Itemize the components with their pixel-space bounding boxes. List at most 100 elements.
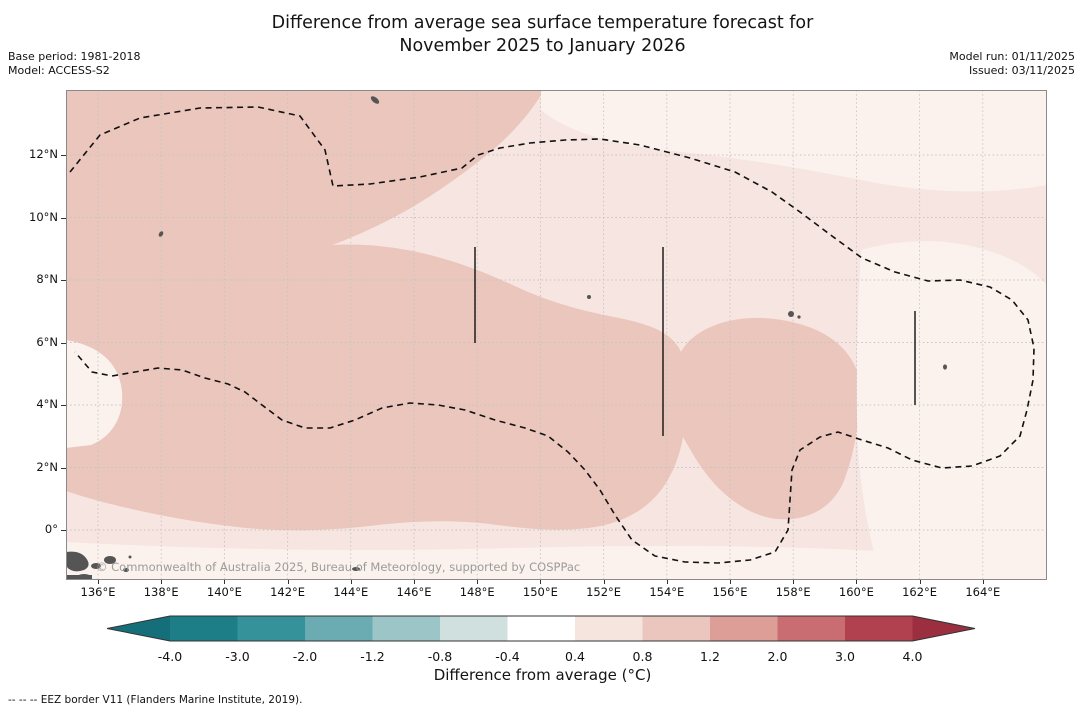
x-tick-label: 136°E	[80, 585, 116, 599]
x-tick-label: 158°E	[775, 585, 811, 599]
neutral-region-west-notch	[66, 340, 123, 448]
x-tick-mark	[730, 580, 731, 584]
model-run-label: Model run: 01/11/2025	[949, 50, 1075, 63]
y-tick-label: 8°N	[36, 272, 58, 286]
colorbar-tick-label: 3.0	[835, 649, 855, 664]
island-landmass	[128, 555, 132, 559]
sst-anomaly-map: © Commonwealth of Australia 2025, Bureau…	[66, 90, 1047, 580]
y-tick-mark	[61, 280, 66, 281]
colorbar: -4.0 -3.0 -2.0 -1.2 -0.8 -0.4 0.4 0.8 1.2 2.0 3.0 4…	[106, 615, 976, 664]
eez-segment-lines	[474, 247, 916, 436]
x-tick-mark	[477, 580, 479, 584]
y-tick-label: 10°N	[29, 209, 58, 224]
y-tick-label: 2°N	[36, 459, 58, 474]
x-tick-label: 154°E	[649, 585, 685, 599]
x-tick-mark	[287, 580, 289, 584]
map-plot-area: © Commonwealth of Australia 2025, Bureau…	[66, 90, 1047, 580]
neutral-region-east	[856, 241, 1047, 560]
x-tick-label: 148°E	[459, 585, 495, 599]
colorbar-segment	[845, 616, 913, 641]
colorbar-tick-label: -0.4	[495, 649, 519, 664]
y-tick-mark	[61, 530, 66, 531]
colorbar-segment	[507, 616, 576, 641]
x-tick-mark	[856, 580, 858, 584]
colorbar-tick-label: 0.8	[633, 649, 653, 664]
neutral-region-top	[541, 90, 1047, 192]
colorbar-segment	[710, 616, 778, 641]
y-tick-label: 0°	[44, 522, 58, 536]
colorbar-tick-label: -0.8	[428, 649, 452, 664]
y-tick-mark	[61, 155, 66, 156]
colorbar-segment	[305, 616, 373, 641]
x-tick-label: 160°E	[838, 585, 874, 599]
x-tick-label: 162°E	[902, 585, 938, 599]
colorbar-tick-label: -3.0	[225, 649, 249, 664]
y-tick-mark	[61, 405, 66, 406]
colorbar-segment	[440, 616, 508, 641]
chart-title: Difference from average sea surface temp…	[0, 12, 1085, 58]
header-right-notes: Model run: 01/11/2025 Issued: 03/11/2025	[949, 50, 1075, 78]
neutral-region-bottom	[66, 542, 1047, 580]
x-tick-label: 150°E	[522, 585, 558, 599]
x-tick-label: 140°E	[206, 585, 242, 599]
colorbar-segment	[170, 616, 238, 641]
island-landmass	[66, 551, 89, 572]
issued-label: Issued: 03/11/2025	[968, 64, 1075, 77]
colorbar-tick-label: -1.2	[360, 649, 384, 664]
colorbar-segment	[575, 616, 643, 641]
island-landmass	[104, 556, 116, 564]
colorbar-outline	[106, 615, 976, 642]
x-tick-mark	[793, 580, 795, 584]
warm-anomaly-region	[66, 90, 861, 531]
y-tick-label: 4°N	[36, 397, 58, 411]
chart-title-line1: Difference from average sea surface temp…	[271, 13, 814, 33]
y-tick-mark	[61, 467, 66, 469]
header-left-notes: Base period: 1981-2018 Model: ACCESS-S2	[8, 50, 140, 78]
colorbar-tick-label: 4.0	[903, 649, 923, 664]
island-landmass	[370, 96, 380, 104]
island-landmass	[797, 315, 801, 319]
island-landmass	[158, 231, 164, 237]
x-tick-mark	[666, 580, 668, 584]
island-landmass	[352, 567, 360, 571]
colorbar-tick-label: -4.0	[158, 649, 182, 664]
eez-border-dashed-line	[69, 106, 1035, 564]
colorbar-segment	[777, 616, 846, 641]
colorbar-caption: Difference from average (°C)	[433, 666, 652, 684]
x-tick-label: 138°E	[143, 585, 179, 599]
colorbar-tick-label: 0.4	[565, 649, 585, 664]
y-tick-label: 12°N	[29, 147, 58, 161]
x-tick-mark	[98, 580, 99, 584]
x-tick-mark	[919, 580, 921, 584]
x-tick-label: 156°E	[712, 585, 748, 599]
x-tick-mark	[414, 580, 415, 584]
colorbar-segment	[237, 616, 306, 641]
island-landmass	[91, 563, 101, 569]
y-tick-mark	[61, 217, 66, 219]
island-landmass	[123, 568, 129, 572]
island-landmass	[788, 311, 794, 317]
x-tick-label: 164°E	[965, 585, 1001, 599]
x-tick-label: 142°E	[270, 585, 306, 599]
colorbar-segment	[642, 616, 711, 641]
x-tick-mark	[161, 580, 163, 584]
x-tick-mark	[224, 580, 226, 584]
x-tick-mark	[603, 580, 605, 584]
x-tick-mark	[540, 580, 542, 584]
x-tick-mark	[982, 580, 984, 584]
base-period-label: Base period: 1981-2018	[8, 50, 141, 63]
colorbar-tick-label: 1.2	[700, 649, 720, 664]
colorbar-segment	[372, 616, 441, 641]
colorbar-tick-label: -2.0	[293, 649, 317, 664]
colorbar-tick-label: 2.0	[768, 649, 788, 664]
model-label: Model: ACCESS-S2	[8, 64, 110, 77]
x-tick-label: 146°E	[396, 585, 432, 599]
colorbar-left-arrow	[107, 616, 170, 641]
x-tick-label: 144°E	[333, 585, 369, 599]
chart-title-line2: November 2025 to January 2026	[399, 36, 686, 56]
colorbar-right-arrow	[912, 616, 975, 641]
x-tick-label: 152°E	[586, 585, 622, 599]
copyright-watermark: © Commonwealth of Australia 2025, Bureau…	[96, 560, 580, 574]
island-landmasses	[66, 96, 947, 580]
island-landmass	[66, 575, 92, 580]
